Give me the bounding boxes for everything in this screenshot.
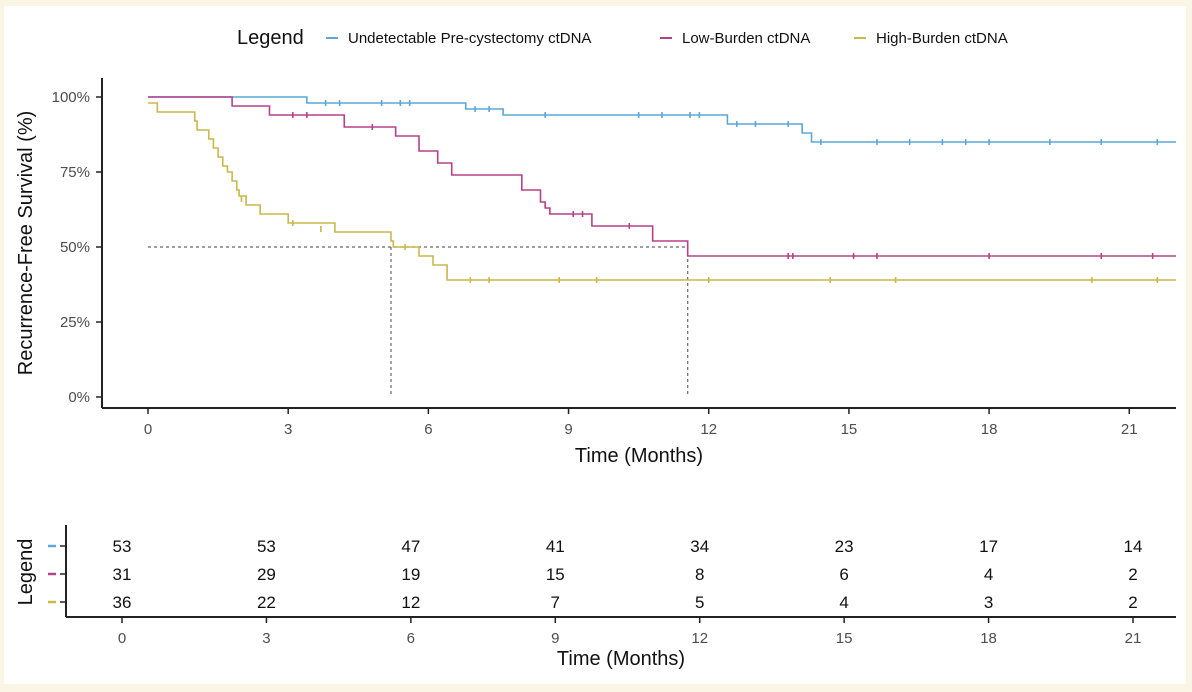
risk-x-tick-label: 15 <box>836 630 853 647</box>
x-tick-label: 0 <box>144 421 152 438</box>
risk-count: 53 <box>257 537 276 556</box>
risk-x-tick-label: 21 <box>1125 630 1142 647</box>
risk-count: 3 <box>984 593 993 612</box>
risk-count: 31 <box>113 565 132 584</box>
risk-count: 29 <box>257 565 276 584</box>
legend-label: High-Burden ctDNA <box>876 30 1008 47</box>
risk-count: 2 <box>1128 593 1137 612</box>
x-axis-title: Time (Months) <box>575 445 703 467</box>
series-curve <box>148 96 1176 257</box>
risk-count: 8 <box>695 565 704 584</box>
y-tick-label: 100% <box>52 89 90 106</box>
risk-x-tick-label: 12 <box>691 630 708 647</box>
legend-label: Low-Burden ctDNA <box>682 30 810 47</box>
survival-chart: Legend Undetectable Pre-cystectomy ctDNA… <box>15 27 1176 670</box>
risk-count: 19 <box>401 565 420 584</box>
risk-x-tick-label: 6 <box>407 630 415 647</box>
x-tick-label: 3 <box>284 421 292 438</box>
risk-count: 7 <box>551 593 560 612</box>
legend-label: Undetectable Pre-cystectomy ctDNA <box>348 30 591 47</box>
risk-x-tick-label: 0 <box>118 630 126 647</box>
risk-y-axis-title: Legend <box>15 539 37 606</box>
main-plot: 0% 25% 50% 75% 100% 0 3 6 9 12 15 18 21 Time (Month… <box>15 78 1176 467</box>
risk-count: 22 <box>257 593 276 612</box>
figure-panel: Legend Undetectable Pre-cystectomy ctDNA… <box>4 6 1186 684</box>
x-tick-label: 21 <box>1121 421 1138 438</box>
legend: Legend Undetectable Pre-cystectomy ctDNA… <box>237 27 1008 49</box>
risk-count: 4 <box>984 565 993 584</box>
x-tick-label: 6 <box>424 421 432 438</box>
risk-count: 12 <box>401 593 420 612</box>
risk-count: 4 <box>839 593 848 612</box>
y-tick-label: 25% <box>60 314 90 331</box>
risk-count: 47 <box>401 537 420 556</box>
risk-x-tick-label: 3 <box>262 630 270 647</box>
y-tick-label: 75% <box>60 164 90 181</box>
risk-count: 34 <box>690 537 709 556</box>
risk-count: 5 <box>695 593 704 612</box>
risk-count: 36 <box>113 593 132 612</box>
y-tick-label: 50% <box>60 239 90 256</box>
risk-x-tick-label: 18 <box>980 630 997 647</box>
risk-count: 23 <box>835 537 854 556</box>
y-tick-label: 0% <box>68 389 90 406</box>
risk-count: 53 <box>113 537 132 556</box>
series-curve <box>148 102 1176 281</box>
x-tick-label: 15 <box>841 421 858 438</box>
x-tick-label: 18 <box>981 421 998 438</box>
risk-count: 17 <box>979 537 998 556</box>
legend-title: Legend <box>237 27 304 49</box>
series-curve <box>148 96 1176 143</box>
y-axis-title: Recurrence-Free Survival (%) <box>15 111 37 376</box>
risk-x-axis-title: Time (Months) <box>557 648 685 670</box>
risk-count: 6 <box>839 565 848 584</box>
x-tick-label: 9 <box>564 421 572 438</box>
risk-count: 2 <box>1128 565 1137 584</box>
risk-count: 15 <box>546 565 565 584</box>
risk-x-tick-label: 9 <box>551 630 559 647</box>
risk-count: 14 <box>1124 537 1143 556</box>
risk-count: 41 <box>546 537 565 556</box>
x-tick-label: 12 <box>700 421 717 438</box>
